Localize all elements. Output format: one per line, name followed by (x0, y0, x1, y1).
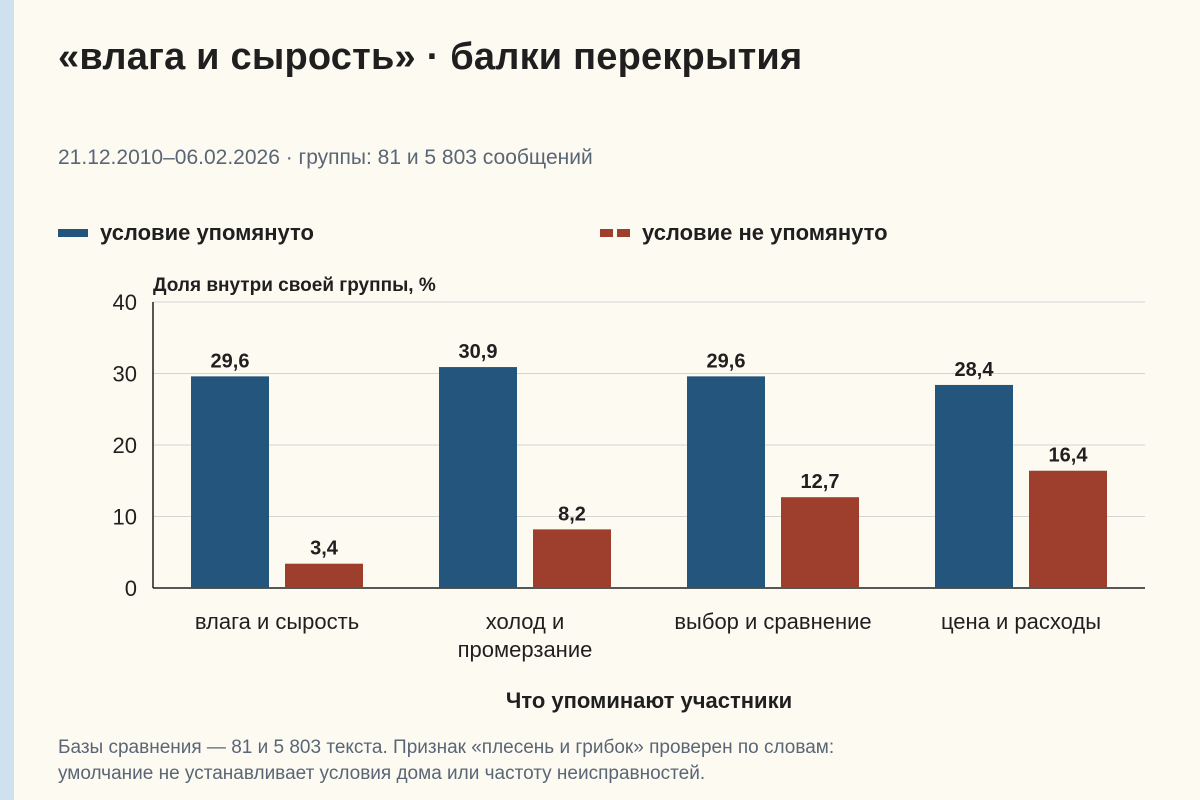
y-tick-label: 10 (113, 505, 137, 530)
x-tick-label: холод и (486, 609, 565, 634)
data-label: 29,6 (707, 350, 746, 372)
data-label: 12,7 (801, 471, 840, 493)
footnote-line-1: Базы сравнения — 81 и 5 803 текста. Приз… (58, 737, 835, 758)
left-accent-strip (0, 0, 14, 800)
bar-series-1 (687, 376, 765, 588)
legend-label-series-1: условие упомянуто (100, 220, 314, 245)
y-tick-label: 40 (113, 290, 137, 315)
x-tick-label: промерзание (458, 637, 593, 662)
bar-chart: 0 10 20 30 40 Доля внутри своей группы, % 29,6… (113, 275, 1145, 713)
bar-series-1 (439, 367, 517, 588)
x-tick-label: цена и расходы (941, 609, 1101, 634)
x-tick-label: влага и сырость (195, 609, 359, 634)
y-axis-label: Доля внутри своей группы, % (153, 275, 436, 296)
bar-series-2 (1029, 470, 1107, 588)
footnote-line-2: умолчание не устанавливает условия дома … (58, 763, 706, 784)
legend-swatch-series-1 (58, 229, 88, 237)
bar-series-1 (935, 384, 1013, 588)
data-label: 8,2 (558, 503, 586, 525)
legend-item-series-2: условие не упомянуто (600, 218, 888, 248)
data-label: 30,9 (459, 341, 498, 363)
bar-series-2 (285, 563, 363, 588)
x-tick-label: выбор и сравнение (674, 609, 871, 634)
legend-swatch-series-2 (600, 229, 630, 237)
bar-series-2 (781, 497, 859, 588)
y-tick-label: 0 (125, 576, 137, 601)
x-axis-label: Что упоминают участники (506, 688, 792, 713)
data-label: 16,4 (1049, 445, 1089, 467)
data-label: 28,4 (955, 359, 995, 381)
data-label: 29,6 (211, 350, 250, 372)
data-label: 3,4 (310, 538, 339, 560)
chart-subtitle: 21.12.2010–06.02.2026 · группы: 81 и 5 8… (58, 146, 593, 169)
chart-title: «влага и сырость» · балки перекрытия (58, 36, 803, 78)
footnote: Базы сравнения — 81 и 5 803 текста. Приз… (58, 735, 1158, 787)
y-tick-label: 20 (113, 433, 137, 458)
legend-item-series-1: условие упомянуто (58, 218, 314, 248)
legend-label-series-2: условие не упомянуто (642, 220, 888, 245)
y-tick-label: 30 (113, 362, 137, 387)
bar-series-2 (533, 529, 611, 588)
bar-series-1 (191, 376, 269, 588)
